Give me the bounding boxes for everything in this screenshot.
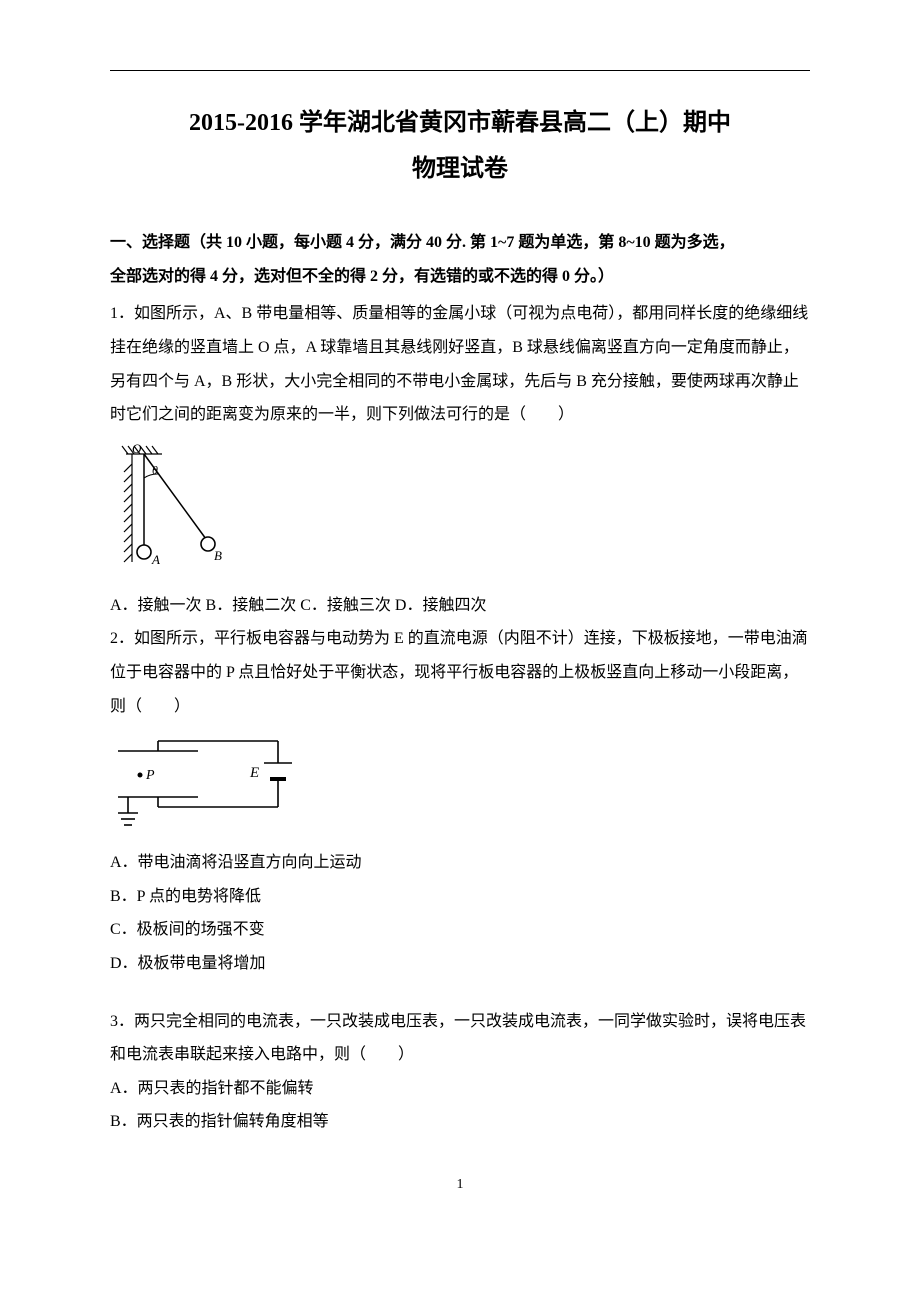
section-head-line1: 一、选择题（共 10 小题，每小题 4 分，满分 40 分. 第 1~7 题为单…: [110, 234, 735, 251]
section-heading: 一、选择题（共 10 小题，每小题 4 分，满分 40 分. 第 1~7 题为单…: [110, 226, 810, 293]
section-head-line2: 全部选对的得 4 分，选对但不全的得 2 分，有选错的或不选的得 0 分。）: [110, 268, 614, 285]
label-B: B: [214, 548, 222, 563]
label-P: P: [145, 768, 155, 783]
title-line-1: 2015-2016 学年湖北省黄冈市蕲春县高二（上）期中: [110, 101, 810, 147]
label-theta: θ: [152, 463, 158, 477]
label-E: E: [249, 765, 259, 781]
q2-diagram-svg: P E: [110, 735, 310, 831]
q3-text: 3．两只完全相同的电流表，一只改装成电压表，一只改装成电流表，一同学做实验时，误…: [110, 1005, 810, 1072]
label-A: A: [151, 552, 160, 567]
exam-title: 2015-2016 学年湖北省黄冈市蕲春县高二（上）期中 物理试卷: [110, 101, 810, 192]
q2-figure: P E: [110, 735, 810, 836]
q2-text: 2．如图所示，平行板电容器与电动势为 E 的直流电源（内阻不计）连接，下极板接地…: [110, 622, 810, 723]
q2-optC: C．极板间的场强不变: [110, 913, 810, 947]
q1-text: 1．如图所示，A、B 带电量相等、质量相等的金属小球（可视为点电荷），都用同样长…: [110, 297, 810, 431]
q2-optA: A．带电油滴将沿竖直方向向上运动: [110, 846, 810, 880]
q3-optA: A．两只表的指针都不能偏转: [110, 1072, 810, 1106]
label-O: O: [132, 444, 142, 456]
q2-optB: B．P 点的电势将降低: [110, 880, 810, 914]
q2-optD: D．极板带电量将增加: [110, 947, 810, 981]
q3-optB: B．两只表的指针偏转角度相等: [110, 1105, 810, 1139]
q1-figure: O θ A B: [110, 444, 810, 579]
top-divider: [110, 70, 810, 71]
page-number: 1: [110, 1177, 810, 1193]
q1-options: A．接触一次 B．接触二次 C．接触三次 D．接触四次: [110, 589, 810, 623]
title-line-2: 物理试卷: [110, 147, 810, 193]
q1-diagram-svg: O θ A B: [110, 444, 230, 574]
